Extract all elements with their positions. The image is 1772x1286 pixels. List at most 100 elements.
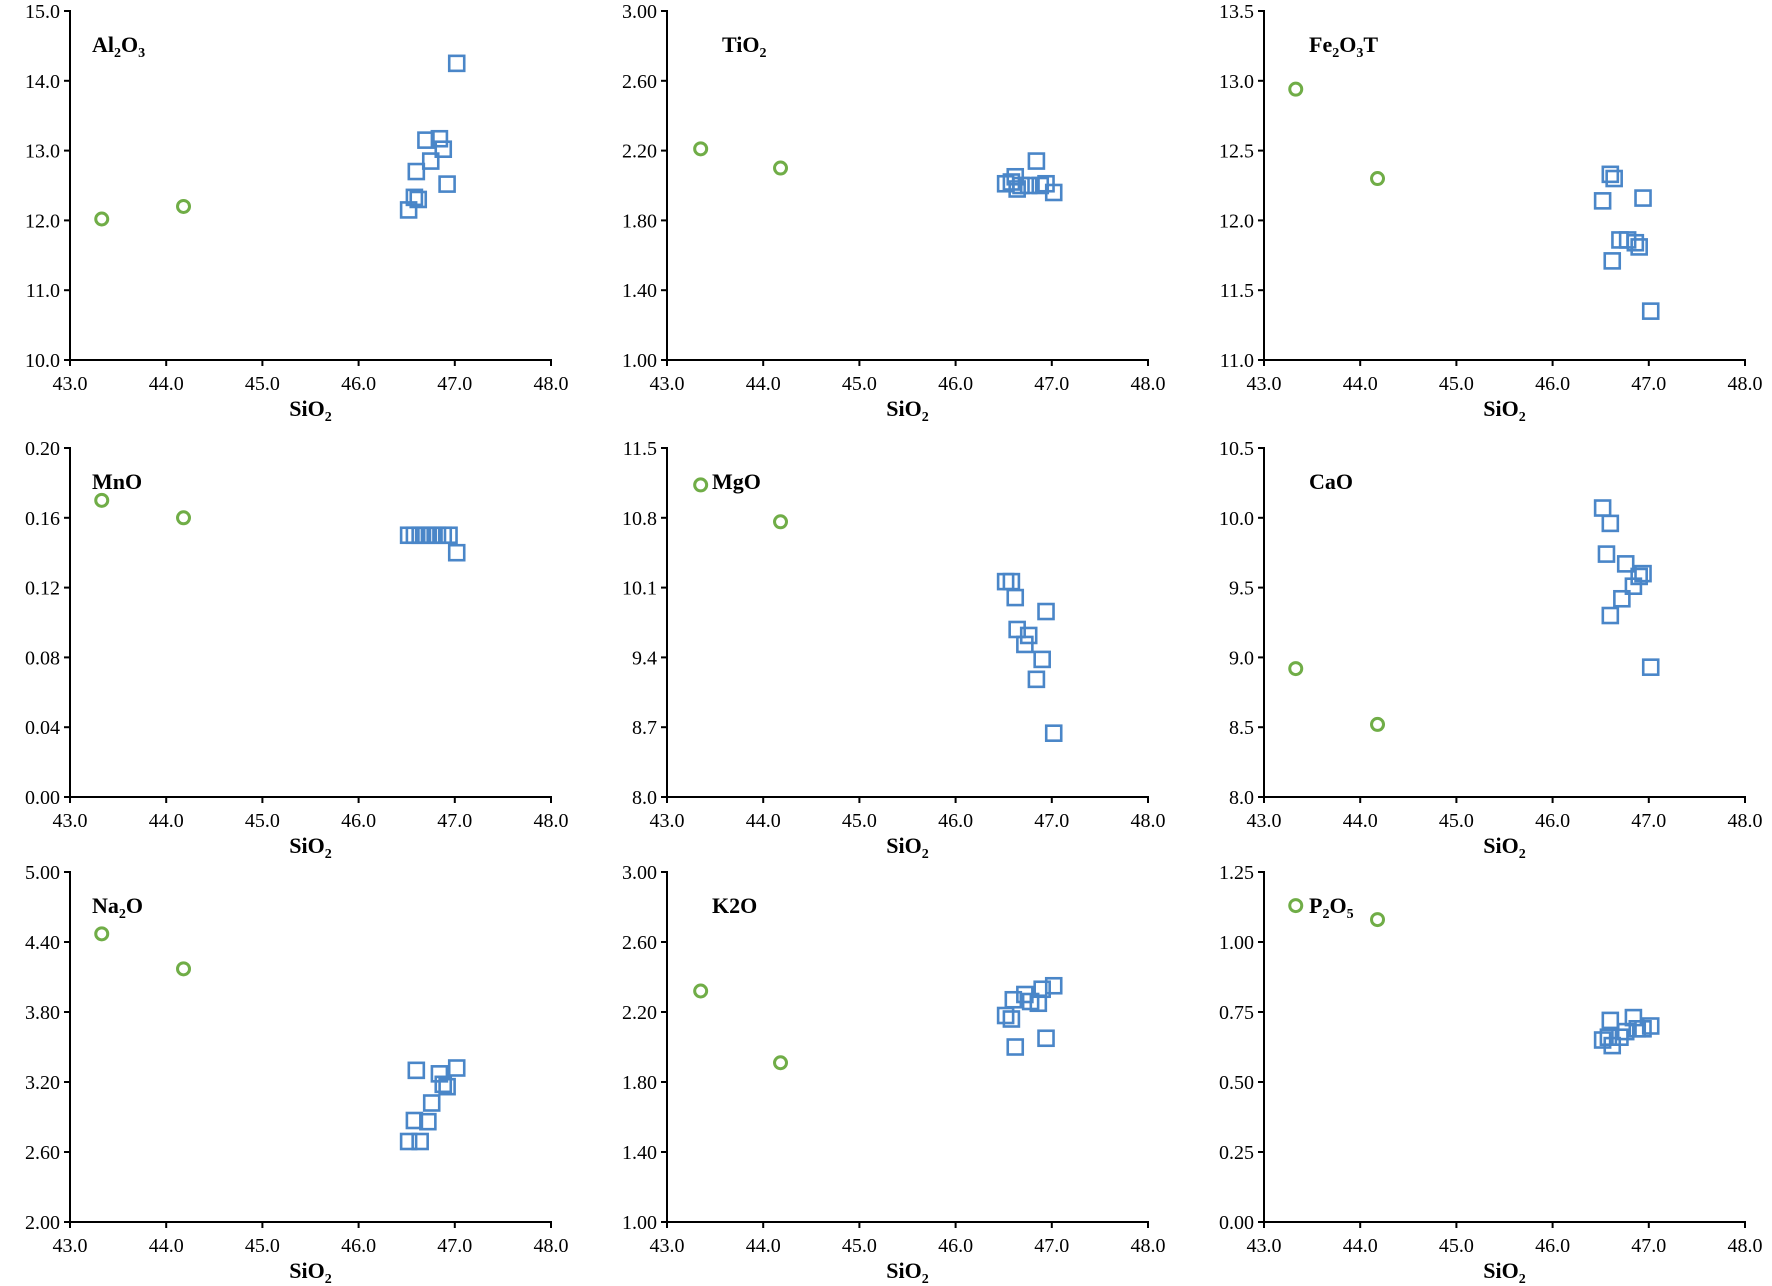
- data-point-square: [1027, 152, 1046, 170]
- y-tick-label: 0.16: [25, 508, 60, 530]
- y-tick-label: 10.0: [1219, 508, 1254, 530]
- x-axis-title: SiO2: [886, 396, 928, 425]
- data-point-square: [1603, 252, 1622, 270]
- data-point-circle: [94, 492, 110, 508]
- x-tick-label: 45.0: [245, 1235, 280, 1257]
- x-tick-label: 48.0: [534, 1235, 569, 1257]
- series-circles: [94, 198, 192, 227]
- data-point-square: [1002, 572, 1021, 591]
- x-tick-label: 47.0: [437, 1235, 472, 1257]
- data-point-square: [407, 1061, 426, 1080]
- data-point-circle: [1288, 661, 1304, 677]
- data-point-square: [434, 140, 453, 159]
- data-point-square: [1019, 626, 1038, 645]
- x-tick-label: 43.0: [1247, 1235, 1282, 1257]
- data-point-circle: [773, 160, 789, 176]
- panel-6: 8.0 8.5 9.0 9.5 10.0 10.5 43.0 44.0 45.0 46.0 47.0…: [1219, 438, 1763, 862]
- y-tick-label: 0.25: [1219, 1142, 1254, 1164]
- data-point-circle: [94, 926, 110, 942]
- data-point-square: [1593, 192, 1612, 210]
- data-point-square: [1605, 169, 1623, 188]
- x-tick-label: 48.0: [534, 373, 569, 395]
- x-tick-label: 45.0: [245, 373, 280, 395]
- data-point-circle: [773, 1055, 789, 1071]
- y-tick-label: 12.5: [1219, 141, 1254, 163]
- data-point-circle: [773, 514, 789, 530]
- data-point-square: [1019, 176, 1038, 195]
- data-point-square: [430, 129, 449, 148]
- x-tick-label: 46.0: [938, 810, 973, 832]
- panel-8: 1.00 1.40 1.80 2.20 2.60 3.00 43.0 44.0 45.0 46.0…: [622, 862, 1166, 1286]
- y-tick-label: 0.75: [1219, 1002, 1254, 1024]
- panel-1: 10.0 11.0 12.0 13.0 14.0 15.0 43.0 44.0 45.0 46.0…: [25, 1, 569, 425]
- x-tick-label: 44.0: [1343, 810, 1378, 832]
- y-tick-label: 1.00: [1219, 932, 1254, 954]
- x-tick-label: 45.0: [1439, 373, 1474, 395]
- data-point-square: [447, 1059, 466, 1077]
- x-tick-label: 44.0: [1343, 373, 1378, 395]
- data-point-circle: [1288, 81, 1304, 97]
- data-point-square: [409, 190, 428, 209]
- data-point-square: [438, 175, 456, 193]
- x-tick-label: 47.0: [1631, 373, 1666, 395]
- y-tick-label: 0.08: [25, 647, 60, 669]
- y-tick-label: 11.0: [1220, 350, 1254, 372]
- data-point-square: [1626, 233, 1645, 252]
- data-point-square: [1634, 189, 1652, 207]
- panel-7: 2.00 2.60 3.20 3.80 4.40 5.00 43.0 44.0 45.0 46.0…: [25, 862, 569, 1286]
- data-point-square: [1634, 564, 1652, 583]
- data-point-square: [1044, 976, 1063, 995]
- data-point-square: [407, 162, 426, 181]
- data-point-circle: [693, 141, 709, 157]
- y-tick-label: 0.00: [25, 787, 60, 809]
- y-tick-label: 13.5: [1219, 1, 1254, 23]
- x-tick-label: 43.0: [650, 810, 685, 832]
- y-tick-label: 1.00: [622, 350, 657, 372]
- y-tick-label: 10.5: [1219, 438, 1254, 460]
- y-tick-label: 0.00: [1219, 1212, 1254, 1234]
- data-point-square: [405, 188, 424, 207]
- x-tick-label: 46.0: [341, 373, 376, 395]
- y-tick-label: 13.0: [1219, 71, 1254, 93]
- data-point-square: [1033, 980, 1051, 999]
- data-point-square: [1624, 1008, 1643, 1027]
- data-point-square: [1006, 1038, 1025, 1056]
- data-point-circle: [1370, 171, 1386, 187]
- x-tick-label: 44.0: [746, 1235, 781, 1257]
- y-tick-label: 9.4: [632, 647, 657, 669]
- data-point-square: [1002, 1010, 1021, 1028]
- x-axis-title: SiO2: [289, 396, 331, 425]
- panel-title: P2O5: [1309, 893, 1354, 922]
- x-tick-label: 44.0: [746, 373, 781, 395]
- data-point-square: [1641, 658, 1660, 676]
- series-circles: [94, 926, 192, 977]
- data-point-square: [1613, 589, 1631, 608]
- data-point-square: [438, 1077, 456, 1096]
- data-point-square: [1037, 1029, 1055, 1048]
- series-circles: [1288, 898, 1386, 928]
- series-squares: [399, 526, 466, 562]
- data-point-square: [417, 131, 435, 149]
- y-tick-label: 2.00: [25, 1212, 60, 1234]
- data-point-square: [1611, 1028, 1629, 1046]
- y-tick-label: 9.5: [1229, 578, 1254, 600]
- data-point-circle: [1288, 898, 1304, 914]
- y-tick-label: 4.40: [25, 932, 60, 954]
- x-tick-label: 47.0: [1034, 810, 1069, 832]
- x-tick-label: 47.0: [1034, 373, 1069, 395]
- data-point-square: [1641, 1017, 1660, 1035]
- x-tick-label: 43.0: [1247, 810, 1282, 832]
- data-point-square: [1037, 602, 1055, 621]
- data-point-square: [1624, 577, 1643, 596]
- y-tick-label: 1.40: [622, 280, 657, 302]
- series-circles: [1288, 661, 1386, 732]
- y-tick-label: 1.40: [622, 1142, 657, 1164]
- data-point-square: [411, 1132, 429, 1151]
- y-tick-label: 2.20: [622, 141, 657, 163]
- x-tick-label: 48.0: [1728, 810, 1763, 832]
- data-point-square: [1044, 183, 1063, 202]
- x-tick-label: 48.0: [1728, 1235, 1763, 1257]
- y-tick-label: 1.80: [622, 1072, 657, 1094]
- data-point-square: [447, 54, 466, 73]
- x-tick-label: 43.0: [53, 1235, 88, 1257]
